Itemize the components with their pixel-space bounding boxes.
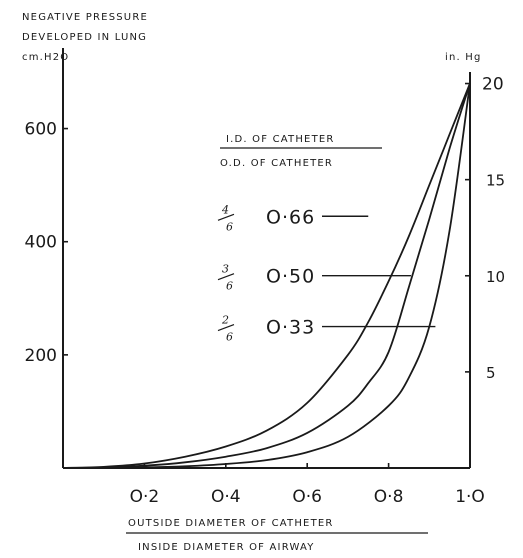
- series-annotation-bar-0: [217, 213, 235, 221]
- right-tick-label-2: 15: [486, 172, 505, 190]
- left-axis-ticks: 200 400 600: [25, 120, 68, 366]
- series-curves: [62, 82, 471, 469]
- right-axis-unit: in. Hg: [445, 52, 482, 63]
- series-curve-1: [62, 83, 471, 469]
- series-annotation-den-1: 6: [226, 280, 233, 293]
- series-annotation-num-2: 2: [221, 314, 229, 327]
- chart-title-line-2: DEVELOPED IN LUNG: [22, 32, 147, 43]
- legend-numerator: I.D. OF CATHETER: [226, 134, 335, 145]
- series-annotation-bar-2: [217, 324, 235, 332]
- left-tick-label-1: 400: [25, 233, 57, 253]
- x-tick-label-0: O·2: [130, 487, 160, 507]
- x-tick-label-2: O·6: [292, 487, 322, 507]
- right-tick-label-0: 5: [486, 364, 496, 382]
- series-curve-2: [62, 83, 471, 469]
- legend-denominator: O.D. OF CATHETER: [220, 158, 333, 169]
- left-axis-unit: cm.H2O: [22, 52, 69, 63]
- series-annotation-num-0: 4: [221, 203, 229, 216]
- series-annotation-den-0: 6: [226, 220, 233, 233]
- series-label-1: O·50: [266, 266, 315, 288]
- series-label-0: O·66: [266, 206, 315, 228]
- series-annotation-bar-1: [217, 273, 235, 281]
- series-labels: O·66 4 6 O·50 3 6 O·33 2 6: [217, 203, 436, 344]
- x-tick-label-3: O·8: [374, 487, 404, 507]
- right-axis-ticks: 5 10 15 20: [465, 75, 505, 382]
- left-tick-label-2: 600: [25, 120, 57, 140]
- left-tick-label-0: 200: [25, 346, 57, 366]
- x-tick-label-1: O·4: [211, 487, 241, 507]
- right-tick-label-3: 20: [482, 75, 504, 95]
- series-label-2: O·33: [266, 317, 315, 339]
- chart-title-line-1: NEGATIVE PRESSURE: [22, 12, 148, 23]
- x-axis-label-denominator: INSIDE DIAMETER OF AIRWAY: [138, 542, 315, 553]
- x-axis-ticks: O·2 O·4 O·6 O·8 1·O: [130, 463, 485, 507]
- series-annotation-num-1: 3: [222, 263, 229, 276]
- right-tick-label-1: 10: [486, 268, 505, 286]
- series-annotation-den-2: 6: [226, 331, 233, 344]
- x-axis-label-numerator: OUTSIDE DIAMETER OF CATHETER: [128, 518, 334, 529]
- x-tick-label-4: 1·O: [455, 487, 485, 507]
- series-curve-0: [62, 82, 471, 469]
